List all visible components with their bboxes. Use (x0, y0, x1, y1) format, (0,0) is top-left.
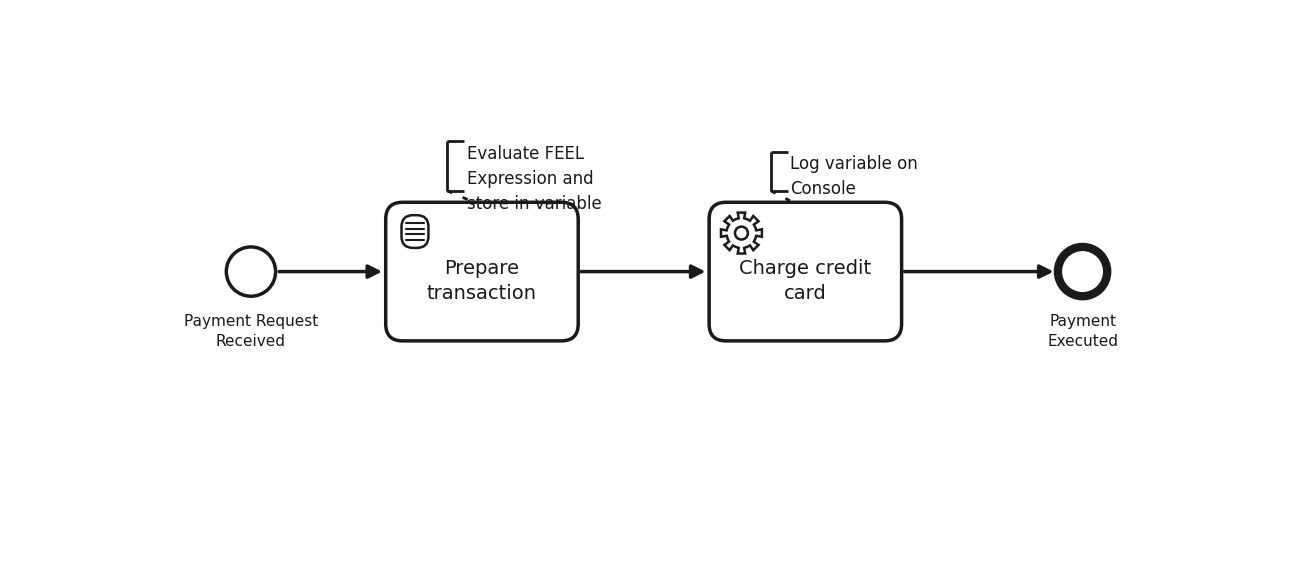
Text: Charge credit
card: Charge credit card (739, 259, 871, 303)
Text: Log variable on
Console: Log variable on Console (790, 155, 918, 197)
FancyBboxPatch shape (709, 203, 901, 341)
Text: Prepare
transaction: Prepare transaction (426, 259, 537, 303)
Text: Payment
Executed: Payment Executed (1047, 314, 1118, 349)
Text: Evaluate FEEL
Expression and
store in variable: Evaluate FEEL Expression and store in va… (467, 144, 601, 212)
FancyBboxPatch shape (386, 203, 578, 341)
Text: Payment Request
Received: Payment Request Received (184, 314, 318, 349)
